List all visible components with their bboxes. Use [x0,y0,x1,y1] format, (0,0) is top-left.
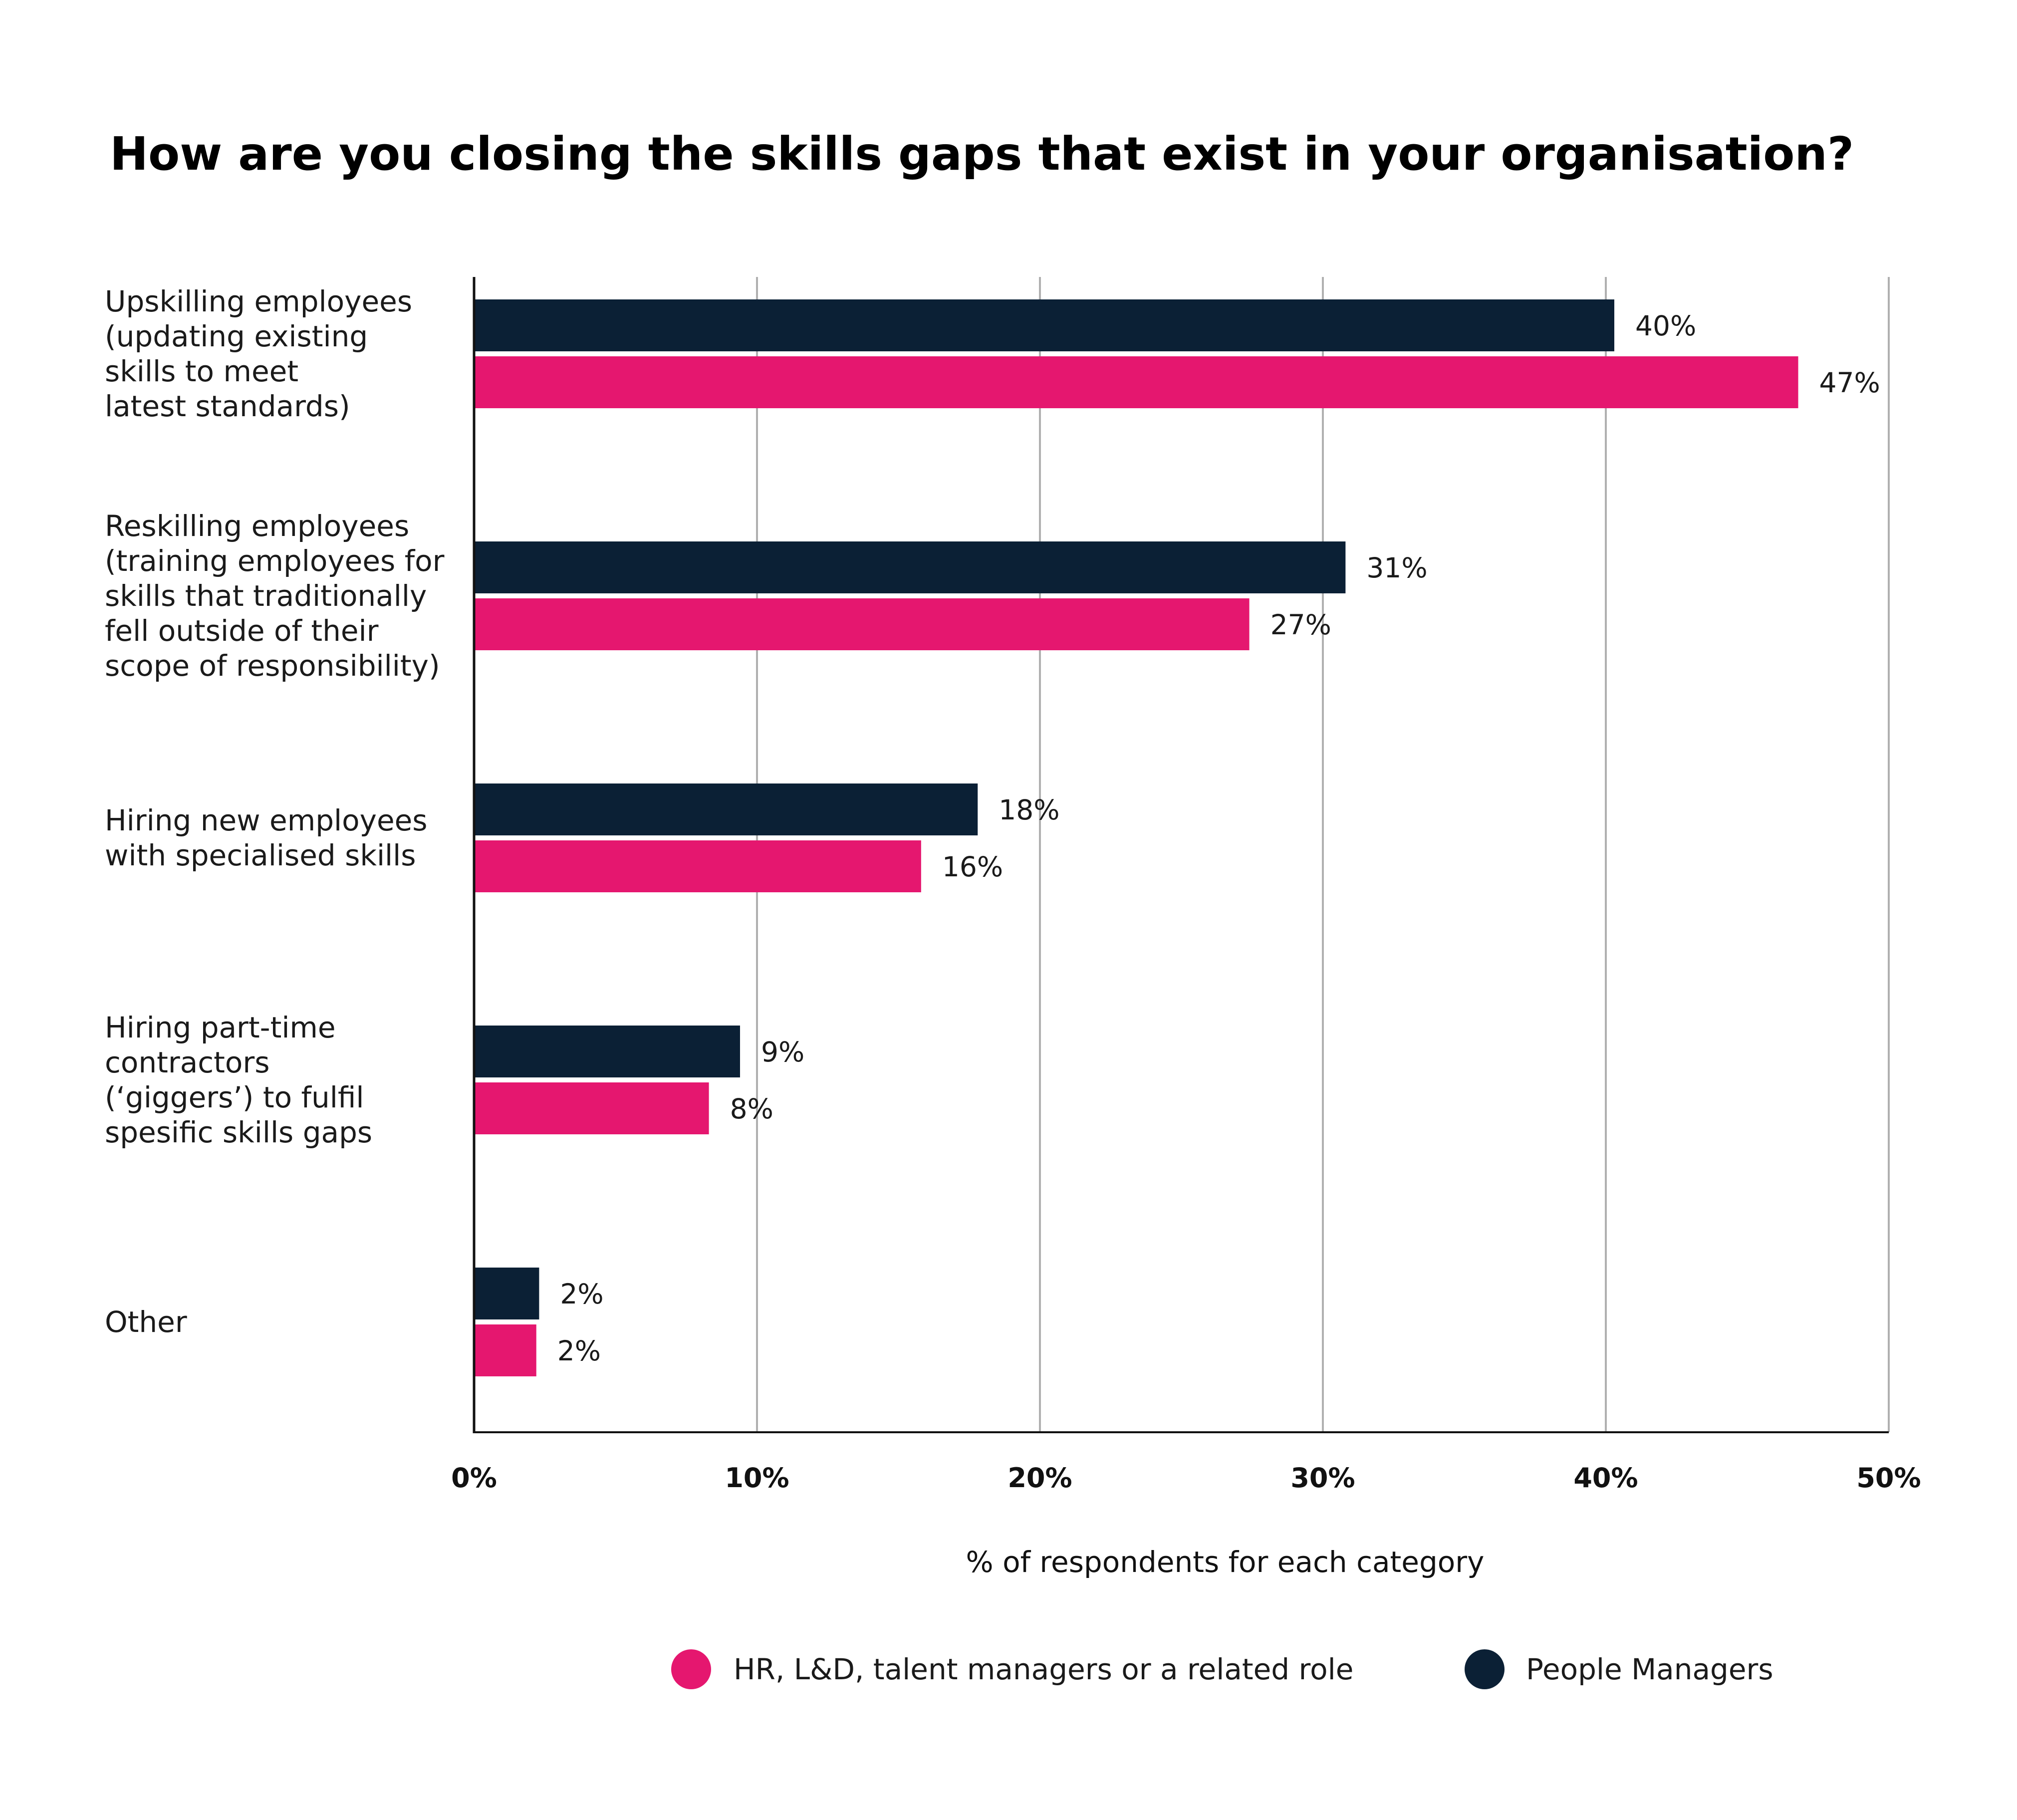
data-label: 2% [560,1278,603,1310]
data-label: 8% [730,1093,773,1125]
data-label: 47% [1819,367,1880,399]
bar-hr-ld [474,1324,536,1376]
bar-people-managers [474,1268,539,1319]
x-tick-label: 20% [1008,1462,1072,1494]
bar-people-managers [474,1026,740,1077]
axes [473,277,1889,1433]
data-label: 9% [761,1036,804,1068]
category-label: Upskilling employees (updating existing sk… [105,284,412,423]
category-label: Reskilling employees (training employees … [105,509,445,683]
bar-people-managers [474,299,1615,351]
data-label: 27% [1270,609,1331,641]
x-tick-label: 50% [1856,1462,1921,1494]
data-label: 2% [557,1335,601,1367]
bar-hr-ld [474,356,1798,408]
bar-hr-ld [474,840,921,892]
category-label: Other [105,1305,187,1339]
bar-hr-ld [474,598,1250,650]
bar-people-managers [474,541,1346,593]
data-label: 16% [942,851,1003,883]
x-tick-label: 10% [725,1462,789,1494]
x-axis-title: % of respondents for each category [966,1545,1485,1579]
legend: HR, L&D, talent managers or a related ro… [671,1649,1773,1689]
bar-hr-ld [474,1082,709,1134]
data-label: 31% [1366,552,1427,584]
category-label: Hiring new employees with specialised ski… [105,803,428,872]
x-tick-label: 30% [1290,1462,1355,1494]
legend-label: HR, L&D, talent managers or a related ro… [734,1652,1353,1686]
legend-swatch [1465,1649,1505,1689]
bars: 40% 47% 31% 27% 18% 16% 9% 8% 2% 2% [474,299,1880,1376]
x-tick-label: 40% [1573,1462,1638,1494]
data-label: 40% [1635,310,1696,342]
gridlines [756,277,1890,1432]
category-label: Hiring part-time contractors (‘giggers’) t… [105,1011,372,1149]
x-tick-labels: 0% 10% 20% 30% 40% 50% [451,1462,1921,1494]
chart-title: How are you closing the skills gaps that… [110,127,1854,181]
bar-people-managers [474,783,978,835]
category-labels: Upskilling employees (updating existing sk… [105,284,445,1339]
x-tick-label: 0% [451,1462,497,1494]
legend-swatch [671,1649,711,1689]
data-label: 18% [999,794,1059,826]
legend-label: People Managers [1526,1652,1773,1686]
